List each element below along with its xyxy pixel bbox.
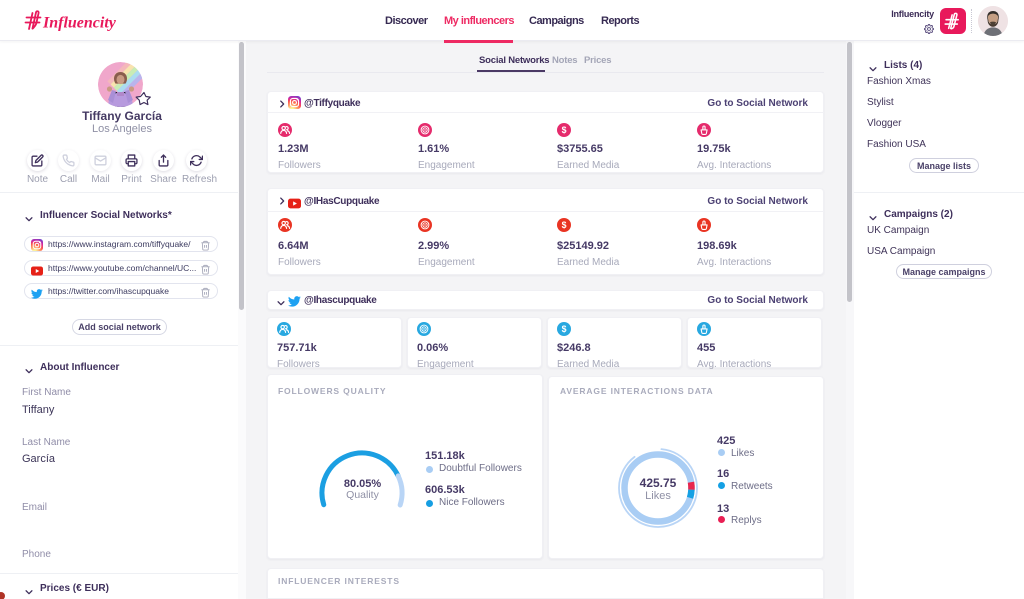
svg-text:$: $ <box>562 125 567 135</box>
svg-text:Influencity: Influencity <box>42 15 117 32</box>
svg-text:$: $ <box>562 220 567 230</box>
svg-text:$: $ <box>562 324 567 334</box>
